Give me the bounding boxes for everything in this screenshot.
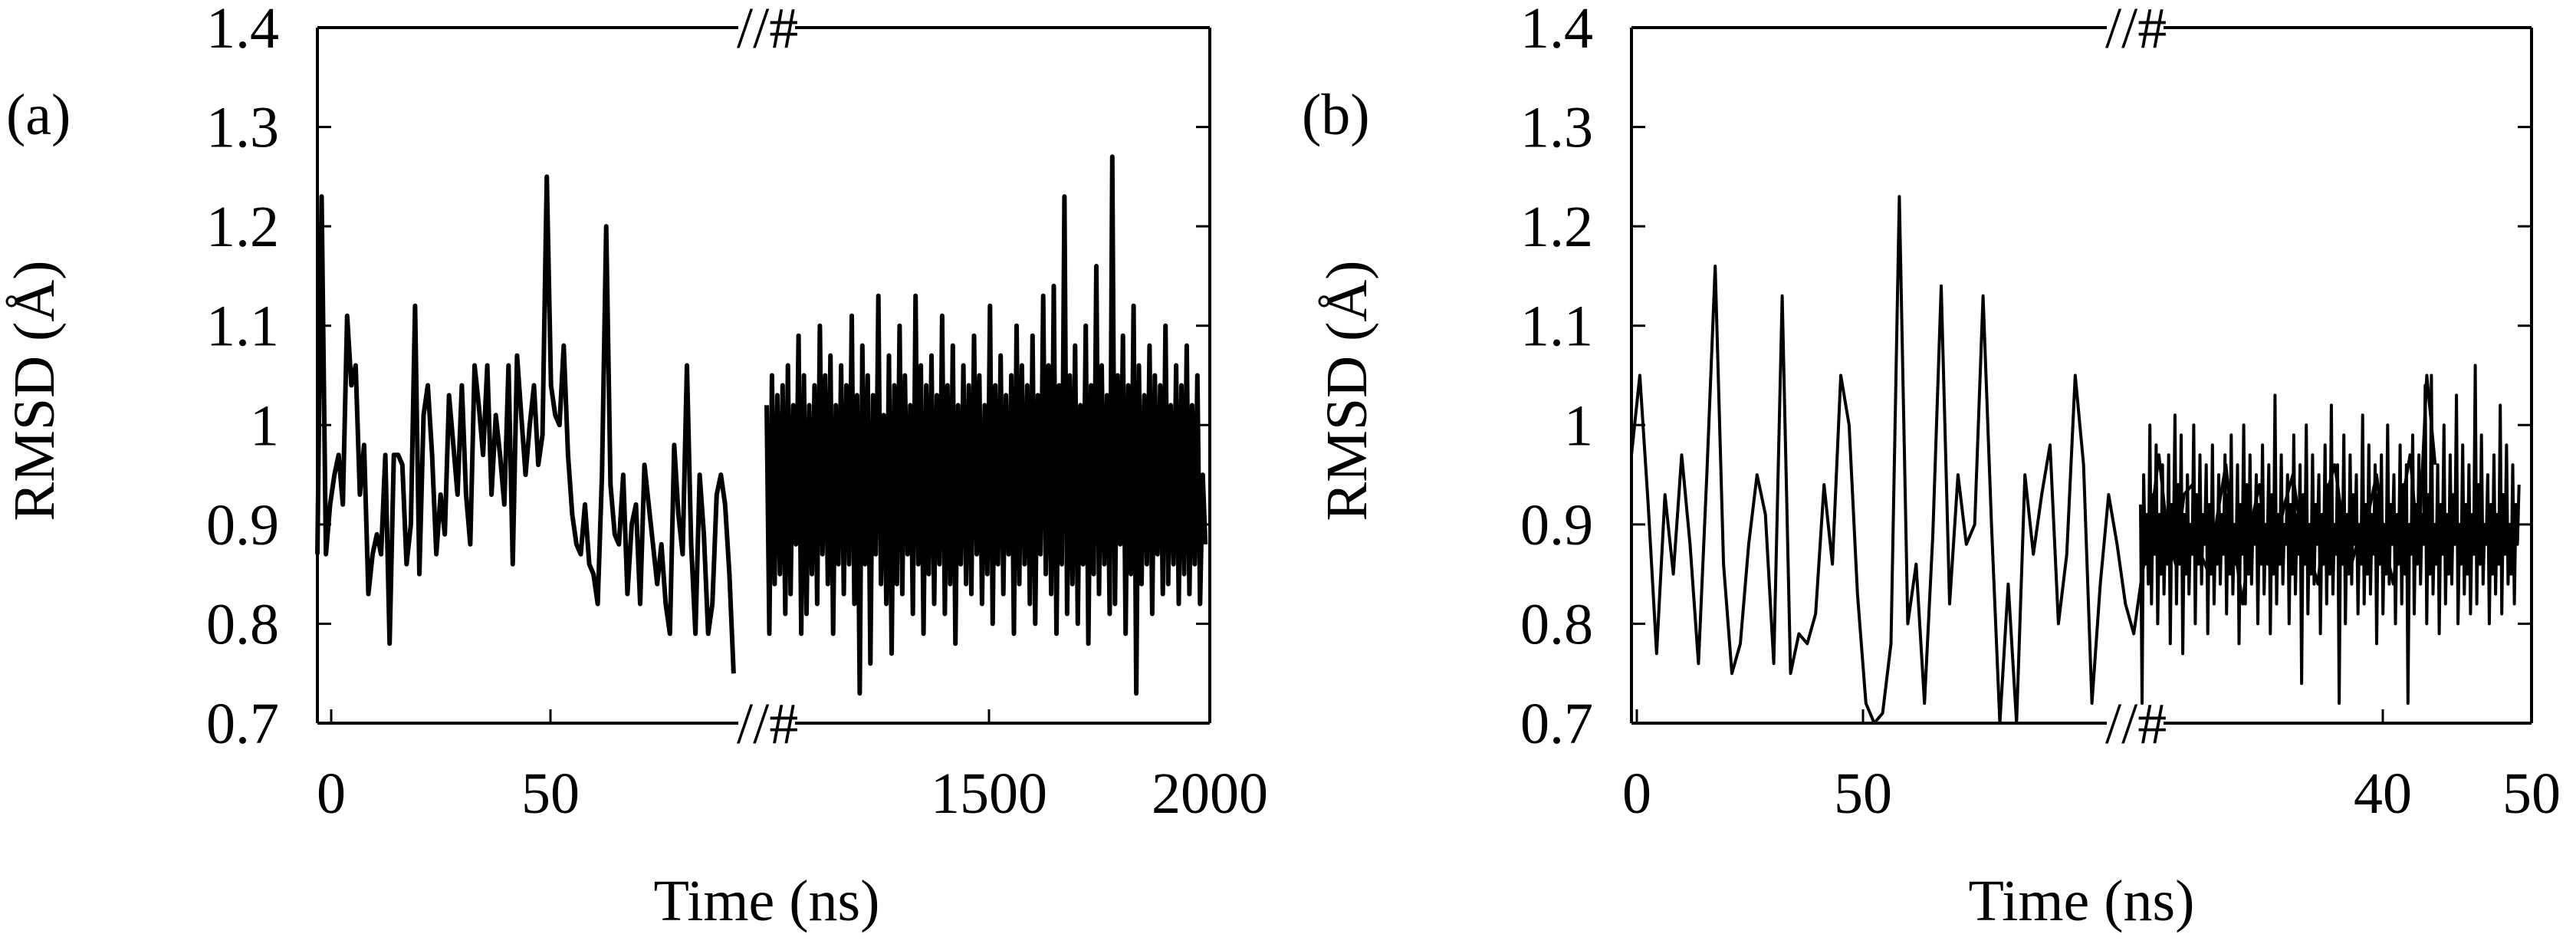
plot-frame (316, 26, 1211, 725)
x-tick-label: 50 (1834, 761, 1892, 826)
x-tick-label: 0 (317, 761, 346, 826)
x-axis-label: Time (ns) (654, 869, 880, 933)
x-tick-label: 1500 (931, 761, 1047, 826)
panel-b: 0.7 0.8 0.9 1 1.1 1.2 1.3 1.4 0 50 40 50 //# //# (b) Ti… (1302, 0, 2561, 933)
rmsd-series-segment-1 (315, 174, 736, 674)
axis-break-mark-bottom: //# (737, 692, 798, 756)
panel-a: 0.7 0.8 0.9 1 1.1 1.2 1.3 1.4 0 50 1500 2000 //# //# (… (2, 0, 1268, 933)
y-tick-label: 0.7 (1520, 692, 1593, 756)
y-tick-label: 0.9 (206, 493, 279, 558)
axis-break-mark-top: //# (2105, 0, 2167, 61)
x-tick-label: 2000 (1152, 761, 1268, 826)
y-tick-label: 1.3 (206, 96, 279, 160)
y-tick-label: 0.9 (1520, 493, 1593, 558)
y-tick-label: 1 (1564, 393, 1593, 458)
axis-break-mark-bottom: //# (2105, 692, 2167, 756)
x-tick-label: 50 (2502, 761, 2561, 826)
y-axis-label: RMSD (Å) (1315, 261, 1379, 521)
rmsd-series-segment-2 (2139, 363, 2521, 706)
y-tick-label: 1.3 (1520, 96, 1593, 160)
x-tick-label: 0 (1622, 761, 1651, 826)
panel-label: (a) (6, 83, 71, 147)
y-tick-label: 1.4 (1520, 0, 1593, 61)
x-axis-label: Time (ns) (1969, 869, 2195, 933)
y-axis-label: RMSD (Å) (2, 261, 67, 521)
y-tick-label: 0.8 (206, 592, 279, 656)
rmsd-series-segment-2 (764, 154, 1208, 696)
panel-label: (b) (1302, 83, 1370, 147)
y-tick-label: 1.2 (206, 195, 279, 259)
axis-break-mark-top: //# (737, 0, 798, 61)
y-tick-label: 1 (250, 393, 279, 458)
x-tick-label: 40 (2354, 761, 2412, 826)
rmsd-series-segment-1 (1630, 195, 2437, 725)
plot-frame (1630, 26, 2533, 725)
y-tick-label: 0.7 (206, 692, 279, 756)
y-tick-label: 0.8 (1520, 592, 1593, 656)
y-tick-label: 1.2 (1520, 195, 1593, 259)
y-tick-label: 1.4 (206, 0, 279, 61)
y-tick-label: 1.1 (1520, 294, 1593, 359)
y-tick-label: 1.1 (206, 294, 279, 359)
x-tick-label: 50 (521, 761, 580, 826)
